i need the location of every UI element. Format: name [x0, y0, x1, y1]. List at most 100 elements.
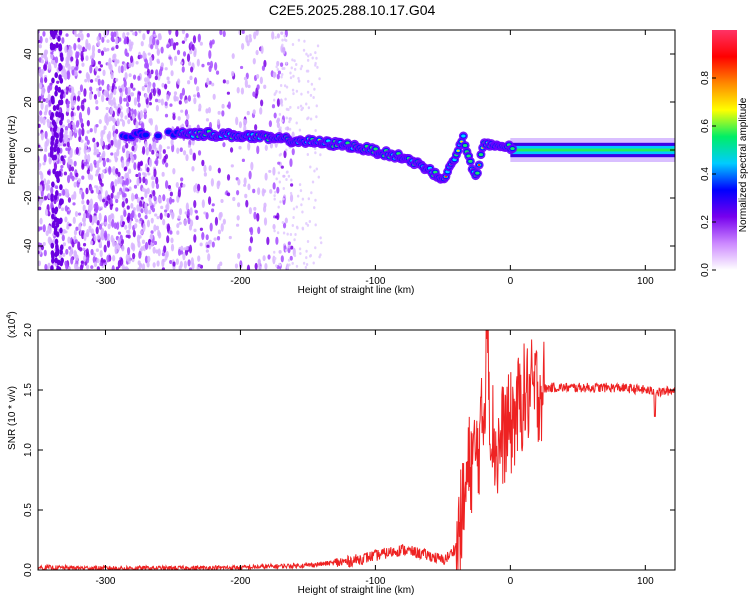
noise-cell: [158, 34, 162, 41]
noise-cell: [309, 93, 313, 97]
noise-cell: [282, 196, 286, 206]
noise-cell: [181, 30, 186, 35]
noise-cell: [234, 263, 239, 269]
noise-cell: [302, 48, 306, 52]
noise-cell: [219, 261, 223, 267]
noise-cell: [50, 242, 55, 249]
noise-cell: [59, 119, 63, 126]
noise-cell: [238, 145, 242, 150]
noise-cell: [281, 38, 284, 42]
noise-cell: [48, 156, 52, 165]
noise-cell: [98, 173, 102, 182]
noise-cell: [320, 241, 323, 245]
spectrogram-y-axis: -40 -20 0 20 40: [23, 48, 675, 253]
noise-cell: [125, 150, 129, 160]
noise-cell: [255, 49, 259, 56]
noise-cell: [137, 172, 142, 178]
noise-cell: [68, 223, 72, 227]
noise-cell: [248, 36, 253, 43]
noise-cell: [178, 221, 182, 225]
noise-cell: [205, 212, 209, 220]
noise-cell: [148, 158, 153, 168]
noise-cell: [135, 120, 139, 130]
noise-cell: [128, 222, 132, 230]
noise-cell: [65, 248, 69, 255]
noise-cell: [77, 212, 82, 216]
noise-cell: [153, 224, 157, 232]
noise-cell: [145, 64, 149, 69]
noise-cell: [100, 130, 104, 139]
spectrogram-heatmap: [38, 30, 675, 270]
noise-cell: [197, 183, 201, 192]
noise-cell: [81, 247, 86, 251]
noise-cell: [188, 61, 192, 66]
noise-cell: [306, 90, 310, 94]
noise-cell: [312, 96, 315, 100]
noise-cell: [124, 48, 128, 57]
noise-cell: [117, 175, 121, 183]
noise-cell: [72, 100, 77, 105]
noise-cell: [132, 87, 136, 91]
noise-cell: [191, 43, 195, 51]
noise-cell: [289, 71, 292, 75]
noise-cell: [282, 231, 286, 235]
noise-cell: [61, 37, 65, 44]
noise-cell: [38, 123, 41, 128]
noise-cell: [74, 129, 78, 134]
noise-cell: [275, 65, 278, 69]
noise-cell: [177, 215, 181, 220]
noise-cell: [59, 244, 64, 251]
noise-cell: [88, 91, 93, 101]
noise-cell: [203, 184, 207, 194]
noise-cell: [162, 194, 166, 202]
noise-cell: [44, 263, 48, 270]
noise-cell: [283, 34, 286, 38]
noise-cell: [213, 237, 217, 241]
noise-cell: [148, 102, 152, 106]
noise-cell: [221, 110, 225, 117]
noise-cell: [110, 71, 114, 80]
signal-blob: [478, 153, 484, 157]
noise-cell: [282, 222, 287, 229]
noise-cell: [260, 99, 264, 107]
noise-cell: [292, 207, 296, 211]
noise-cell: [139, 230, 143, 235]
noise-cell: [62, 252, 66, 257]
noise-cell: [151, 180, 155, 189]
noise-cell: [281, 43, 284, 47]
noise-cell: [315, 167, 318, 171]
signal-peak: [456, 149, 460, 152]
noise-cell: [283, 150, 287, 159]
noise-cell: [275, 264, 278, 268]
noise-cell: [47, 93, 51, 101]
noise-cell: [288, 120, 291, 124]
noise-cell: [60, 55, 64, 62]
noise-cell: [314, 63, 317, 67]
noise-cell: [53, 225, 58, 232]
noise-cell: [54, 238, 59, 245]
noise-cell: [139, 54, 143, 59]
noise-cell: [188, 267, 193, 270]
noise-cell: [86, 119, 90, 127]
noise-cell: [317, 175, 320, 179]
noise-cell: [65, 188, 69, 196]
noise-cell: [97, 40, 101, 47]
noise-cell: [291, 42, 295, 46]
noise-cell: [42, 117, 46, 126]
noise-cell: [119, 88, 123, 93]
noise-cell: [297, 106, 300, 110]
noise-cell: [113, 195, 118, 200]
noise-cell: [153, 141, 157, 150]
noise-cell: [290, 178, 293, 182]
noise-cell: [295, 121, 298, 125]
noise-cell: [119, 118, 124, 122]
noise-cell: [314, 246, 317, 250]
noise-cell: [289, 76, 293, 80]
noise-cell: [128, 46, 133, 52]
noise-cell: [104, 221, 108, 226]
noise-cell: [88, 225, 92, 231]
noise-cell: [131, 145, 135, 152]
noise-cell: [44, 56, 48, 62]
noise-cell: [126, 161, 130, 167]
noise-cell: [114, 57, 118, 67]
